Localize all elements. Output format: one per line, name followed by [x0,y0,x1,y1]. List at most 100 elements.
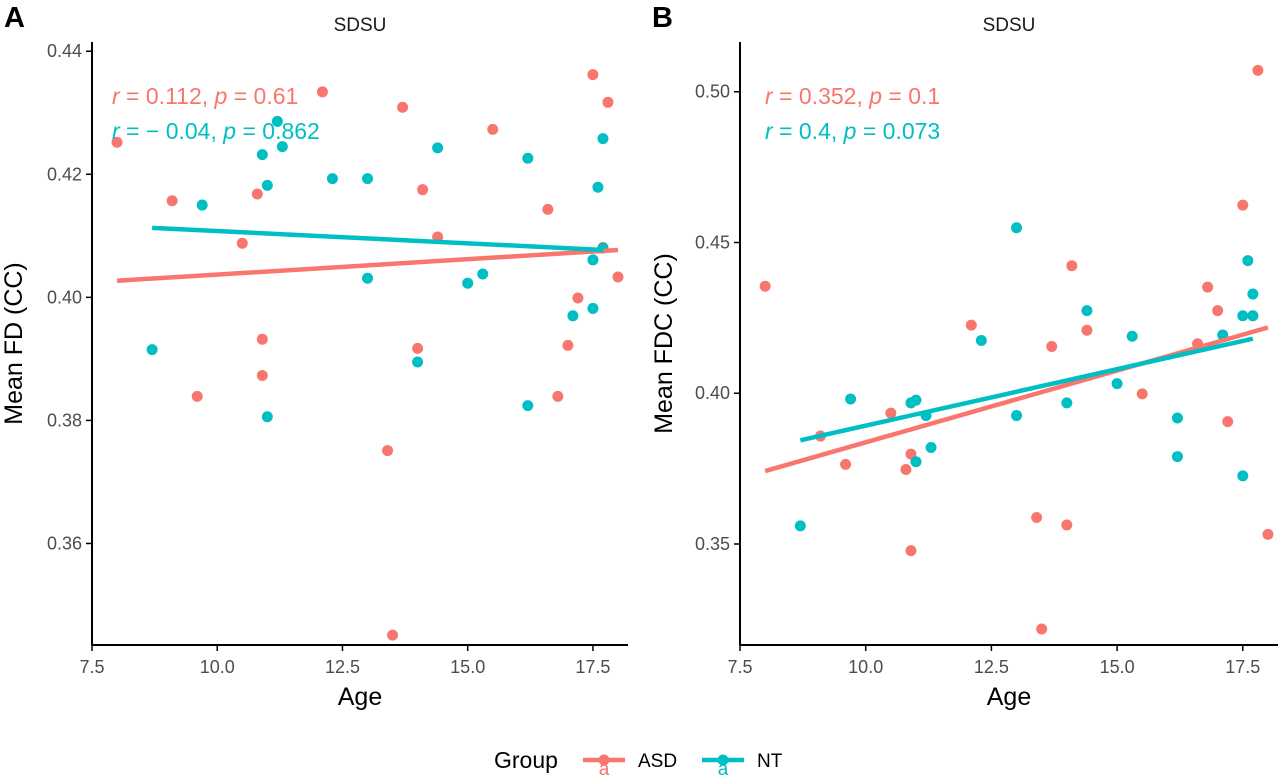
data-point-nt [362,272,374,284]
data-point-asd [572,292,584,304]
x-tick-label: 7.5 [79,657,104,677]
data-point-asd [487,123,499,135]
data-point-asd [1046,341,1058,353]
data-point-nt [276,141,288,153]
data-point-asd [1066,260,1078,272]
legend: Group a ASD a NT [494,747,783,778]
data-point-nt [522,152,534,164]
data-point-nt [910,456,922,468]
data-point-asd [316,86,328,98]
legend-item-nt: a NT [702,751,783,778]
x-tick-label: 15.0 [450,657,485,677]
y-tick-label: 0.36 [47,533,82,553]
data-point-nt [432,142,444,154]
panel-letter: A [4,2,25,34]
data-point-nt [1011,222,1023,234]
data-point-nt [1061,397,1073,409]
data-point-asd [166,195,178,207]
data-point-asd [759,280,771,292]
chart-title: SDSU [334,15,387,36]
legend-title: Group [494,747,558,773]
y-tick-label: 0.35 [695,534,730,554]
legend-key-glyph: a [718,759,729,778]
x-axis-title: Age [987,683,1031,711]
legend-label: ASD [638,751,677,772]
y-tick-label: 0.45 [695,232,730,252]
legend-key-glyph: a [599,759,610,778]
data-point-asd [251,188,263,200]
data-point-nt [412,356,424,368]
data-point-asd [885,407,897,419]
x-tick-label: 7.5 [727,657,752,677]
x-tick-label: 17.5 [575,657,610,677]
data-point-nt [1081,305,1093,317]
data-point-nt [1011,410,1023,422]
data-point-nt [261,179,273,191]
data-point-asd [256,333,268,345]
data-point-nt [261,411,273,423]
data-point-asd [552,390,564,402]
data-point-nt [1242,255,1254,267]
data-point-nt [567,310,579,322]
data-point-asd [612,271,624,283]
data-point-asd [965,319,977,331]
data-point-asd [111,136,123,148]
data-point-nt [1111,378,1123,390]
data-point-asd [387,629,399,641]
legend-key-point [717,754,729,766]
data-point-nt [587,254,599,266]
fit-line-nt [152,225,604,253]
data-point-asd [542,203,554,215]
data-point-nt [597,133,609,145]
data-point-asd [412,342,424,354]
data-point-nt [587,302,599,314]
y-tick-label: 0.40 [47,287,82,307]
y-tick-label: 0.38 [47,410,82,430]
data-point-asd [417,184,429,196]
data-point-asd [397,101,409,113]
data-point-nt [362,173,374,185]
data-point-asd [1262,528,1274,540]
data-point-nt [326,173,338,185]
data-point-asd [905,545,917,557]
data-point-asd [256,369,268,381]
fit-line-asd [116,247,619,283]
panel-b: B SDSU 7.5 10.0 12.5 15.0 17.5 0.35 0.40 0.45 0.50… [650,2,1278,711]
y-axis-title: Mean FDC (CC) [650,253,678,434]
x-tick-label: 12.5 [325,657,360,677]
correlation-annotation-nt: r = 0.4, p = 0.073 [765,118,940,144]
y-tick-label: 0.44 [47,41,82,61]
data-point-nt [1171,412,1183,424]
data-point-nt [845,393,857,405]
chart-title: SDSU [983,15,1036,36]
x-tick-label: 12.5 [974,657,1009,677]
data-point-nt [271,115,283,127]
correlation-annotation-asd: r = 0.352, p = 0.1 [765,83,940,109]
data-point-nt [462,277,474,289]
data-point-asd [382,445,394,457]
y-tick-label: 0.42 [47,164,82,184]
data-point-asd [1061,519,1073,531]
legend-label: NT [757,751,783,772]
data-point-nt [1171,451,1183,463]
panel-a: A SDSU 7.5 10.0 12.5 15.0 17.5 0.36 0.38 0.40 0.42… [0,2,628,711]
data-point-nt [1126,330,1138,342]
panel-letter: B [652,2,673,34]
data-point-asd [602,96,614,108]
data-point-asd [562,339,574,351]
data-point-asd [840,458,852,470]
data-point-asd [1222,416,1234,428]
data-point-asd [191,390,203,402]
data-point-asd [1036,623,1048,635]
data-point-nt [975,334,987,346]
data-point-asd [1237,199,1249,211]
x-tick-label: 17.5 [1225,657,1260,677]
data-point-nt [1237,310,1249,322]
x-tick-label: 10.0 [848,657,883,677]
x-tick-label: 15.0 [1100,657,1135,677]
data-point-nt [477,268,489,280]
data-point-nt [256,149,268,161]
data-point-nt [522,400,534,412]
x-tick-label: 10.0 [200,657,235,677]
